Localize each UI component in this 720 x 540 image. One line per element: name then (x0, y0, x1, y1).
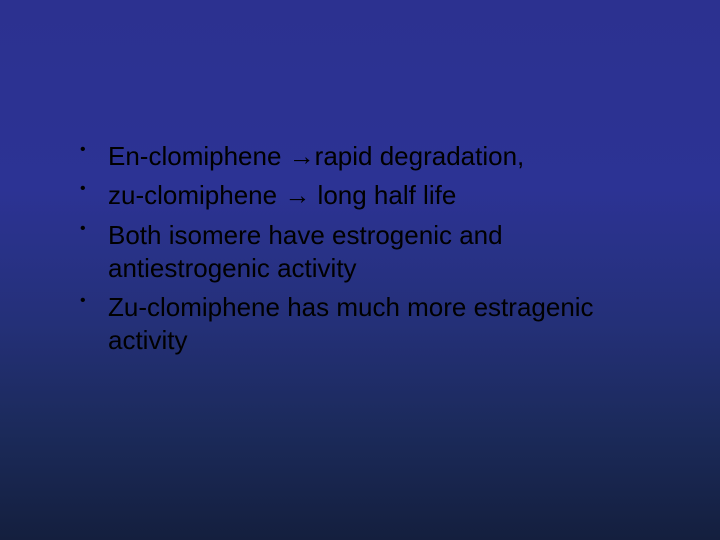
bullet-text: En-clomiphene →rapid degradation, (108, 141, 524, 171)
bullet-list: En-clomiphene →rapid degradation, zu-clo… (80, 140, 660, 358)
list-item: Zu-clomiphene has much more estragenic a… (80, 291, 660, 358)
bullet-text: Zu-clomiphene has much more estragenic a… (108, 292, 594, 355)
bullet-text: zu-clomiphene → long half life (108, 180, 456, 210)
slide: En-clomiphene →rapid degradation, zu-clo… (0, 0, 720, 540)
list-item: Both isomere have estrogenic and antiest… (80, 219, 660, 286)
bullet-text: Both isomere have estrogenic and antiest… (108, 220, 503, 283)
list-item: En-clomiphene →rapid degradation, (80, 140, 660, 173)
list-item: zu-clomiphene → long half life (80, 179, 660, 212)
